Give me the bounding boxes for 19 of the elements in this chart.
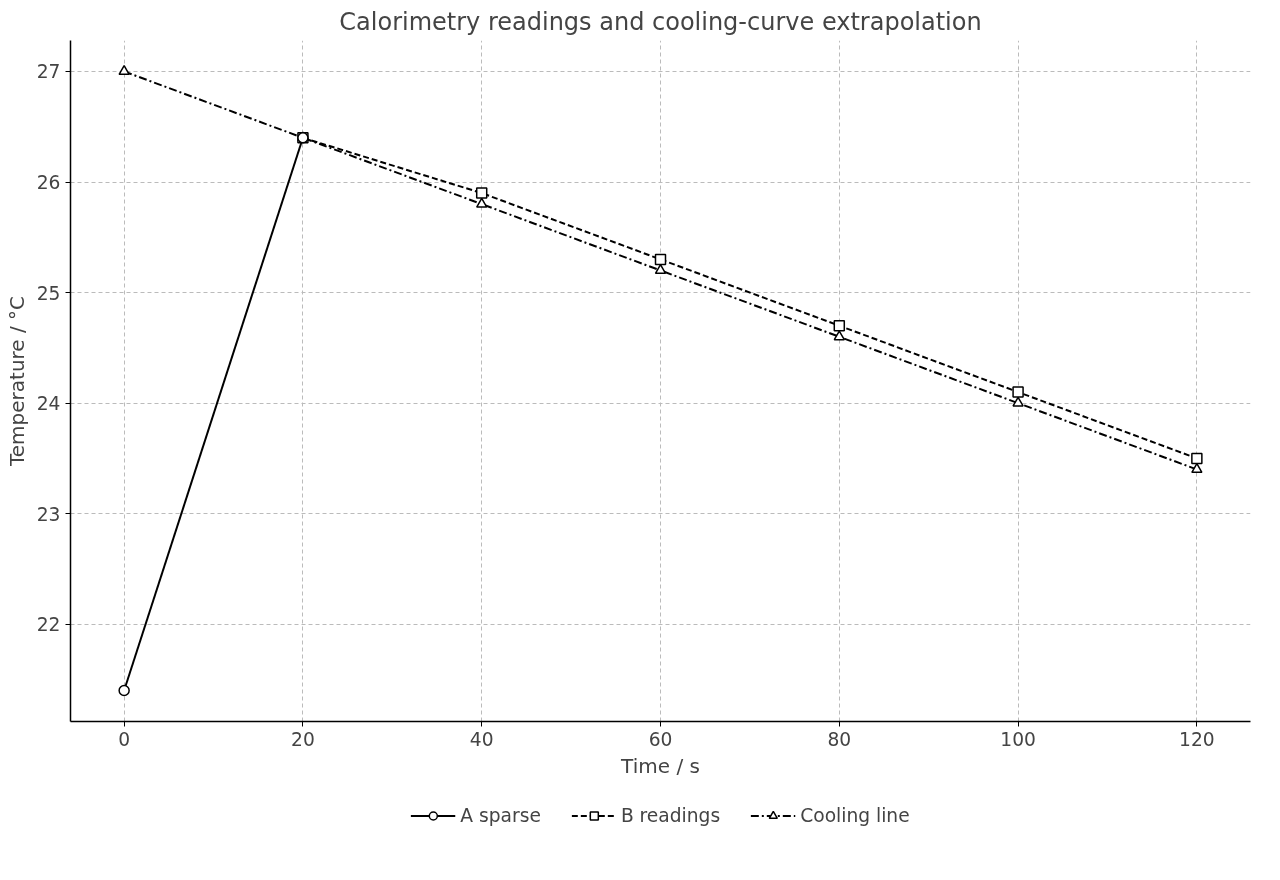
y-tick-label: 24: [36, 393, 61, 415]
legend-label: Cooling line: [800, 804, 910, 826]
y-tick-label: 23: [36, 503, 61, 525]
x-tick-label: 60: [648, 728, 673, 750]
y-tick-label: 25: [36, 282, 61, 304]
y-tick-label: 27: [36, 61, 61, 83]
x-tick-label: 120: [1179, 728, 1215, 750]
x-tick-label: 40: [469, 728, 494, 750]
x-tick-label: 80: [827, 728, 852, 750]
x-tick-label: 100: [1000, 728, 1036, 750]
y-axis-title: Temperature / °C: [4, 295, 29, 468]
x-tick-label: 20: [291, 728, 315, 750]
legend-label: A sparse: [460, 804, 541, 826]
x-axis-title: Time / s: [620, 753, 700, 778]
x-tick-label: 0: [118, 728, 131, 750]
chart-title: Calorimetry readings and cooling-curve extrapolation: [339, 7, 982, 36]
y-tick-label: 22: [36, 614, 61, 636]
legend-label: B readings: [620, 804, 721, 826]
y-tick-label: 26: [36, 172, 61, 194]
